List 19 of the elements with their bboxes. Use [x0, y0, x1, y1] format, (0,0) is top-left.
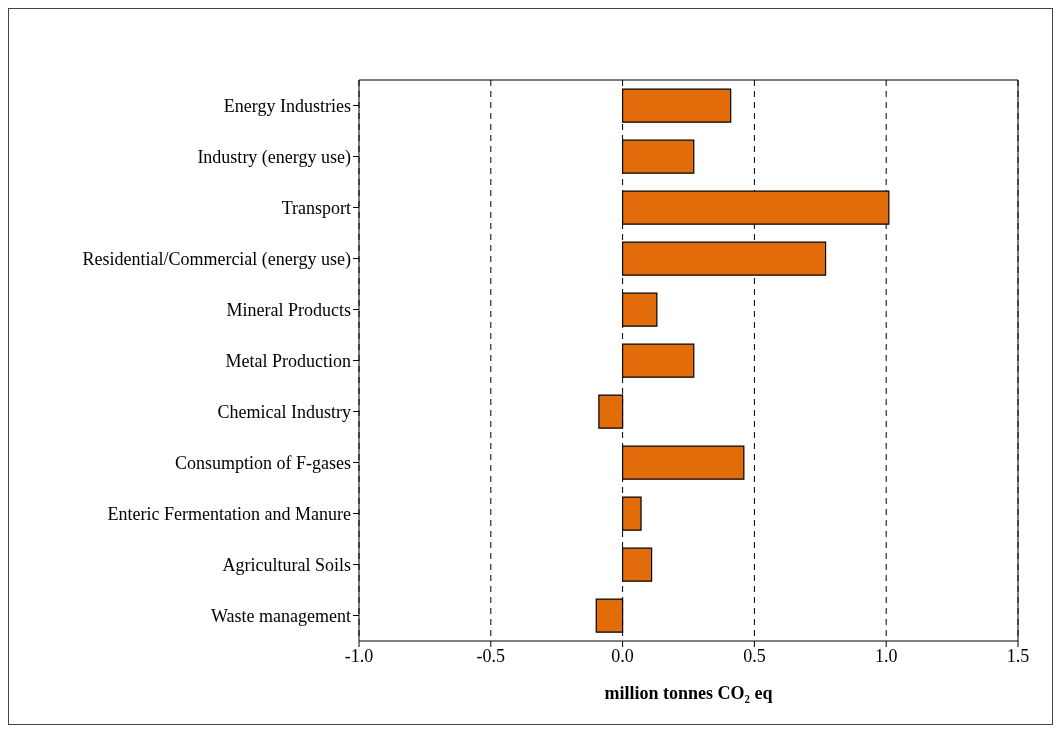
y-tick-label: Enteric Fermentation and Manure [107, 503, 351, 524]
x-tick-label: 0.5 [743, 645, 766, 666]
y-tick-label: Chemical Industry [217, 401, 351, 422]
y-tick-label: Residential/Commercial (energy use) [82, 248, 351, 270]
bar [622, 241, 827, 276]
x-tick-label: -1.0 [344, 645, 374, 666]
y-tick-label: Waste management [211, 605, 351, 626]
y-tick-label: Industry (energy use) [197, 146, 351, 168]
x-tick-label: 1.5 [1006, 645, 1030, 666]
y-tick-label: Agricultural Soils [222, 554, 351, 575]
y-tick-label: Energy Industries [223, 95, 351, 116]
x-tick-label: 0.0 [611, 645, 634, 666]
x-tick-label: 1.0 [874, 645, 898, 666]
y-tick-label: Mineral Products [226, 299, 351, 320]
x-axis-title: million tonnes CO₂ eq [604, 683, 773, 703]
y-tick-label: Transport [281, 197, 351, 218]
x-tick-label: -0.5 [476, 645, 506, 666]
y-tick-label: Consumption of F-gases [174, 452, 351, 473]
y-tick-label: Metal Production [225, 350, 351, 371]
